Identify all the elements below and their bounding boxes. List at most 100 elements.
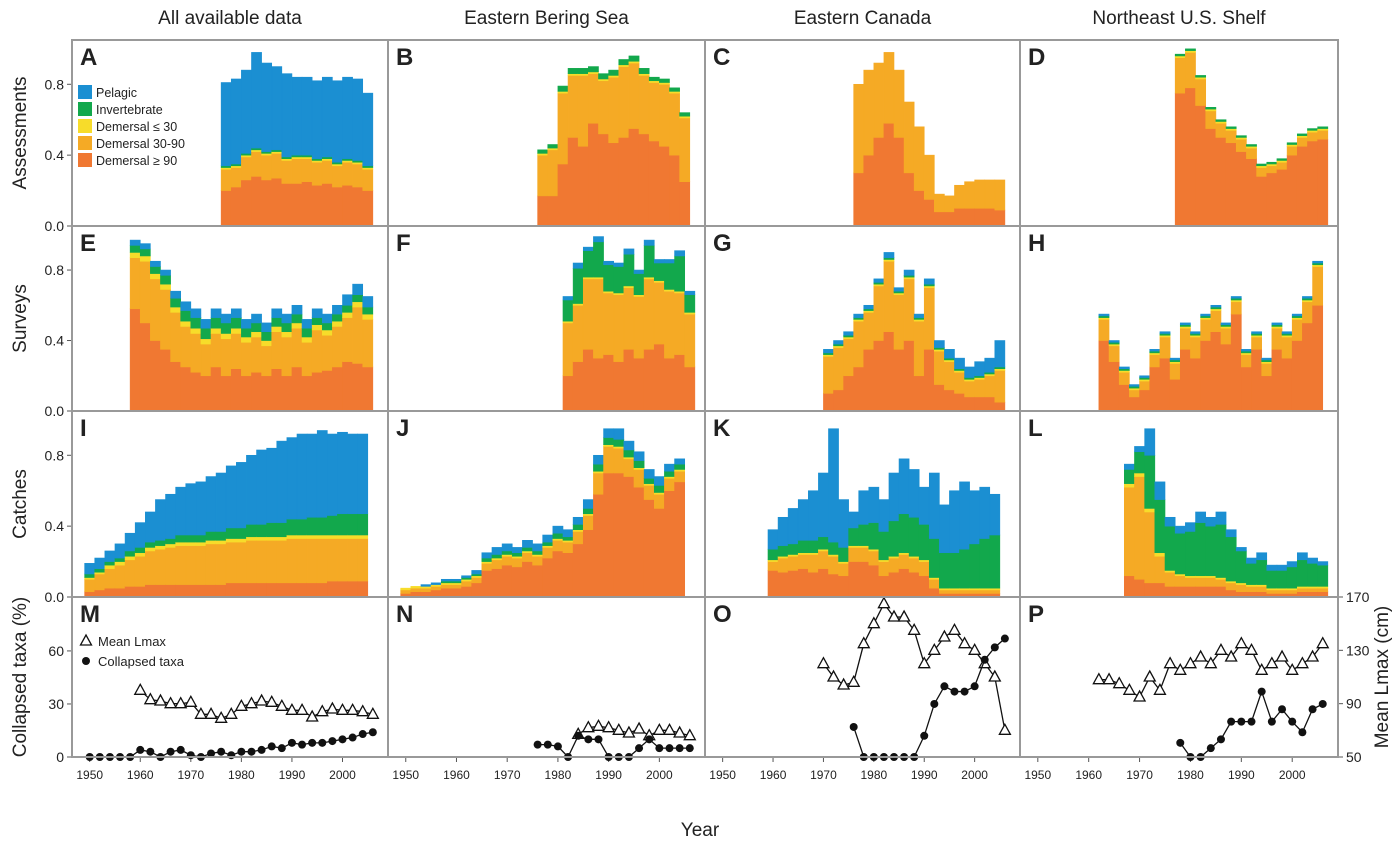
bar-segment <box>357 513 369 536</box>
panel-label: E <box>80 230 96 257</box>
bar-segment <box>430 589 442 598</box>
bar-segment <box>175 541 187 546</box>
bar-segment <box>833 389 844 412</box>
marker <box>1173 662 1187 675</box>
bar-segment <box>1185 531 1196 577</box>
bar-segment <box>180 326 192 368</box>
bar-segment <box>984 357 996 373</box>
legend-label: Invertebrate <box>96 103 163 117</box>
bar-segment <box>918 524 930 561</box>
bar-segment <box>1296 552 1308 561</box>
bar-segment <box>949 589 960 594</box>
bar-segment <box>337 431 348 515</box>
bar-segment <box>362 190 374 227</box>
bar-segment <box>306 538 318 584</box>
bar-segment <box>959 589 970 594</box>
bar-segment <box>1139 375 1151 378</box>
bar-segment <box>286 534 298 539</box>
y-tick-label: 0.4 <box>45 147 65 163</box>
bar-segment <box>572 304 584 362</box>
panel-label: P <box>1028 601 1044 628</box>
bar-segment <box>547 195 559 227</box>
bar-segment <box>1246 586 1257 592</box>
marker <box>257 745 266 754</box>
bar-segment <box>562 322 574 377</box>
bar-segment <box>491 559 503 569</box>
bar-segment <box>593 278 604 359</box>
bar-segment <box>352 78 364 161</box>
y2-tick-label: 50 <box>1346 749 1362 765</box>
x-tick-label: 1950 <box>709 768 736 782</box>
bar-segment <box>332 366 343 412</box>
y-axis-label: Surveys <box>10 284 31 353</box>
column-title: Eastern Canada <box>794 8 932 29</box>
bar-segment <box>511 566 523 598</box>
marker <box>826 669 841 682</box>
bar-segment <box>588 122 599 227</box>
panel: D <box>1019 39 1339 227</box>
bar-segment <box>633 460 645 468</box>
bar-segment <box>893 294 905 350</box>
bar-segment <box>582 515 594 530</box>
bar-segment <box>327 580 338 598</box>
bar-segment <box>648 82 660 142</box>
bar-segment <box>129 252 141 259</box>
panel-label: G <box>713 230 732 257</box>
bar-segment <box>1195 78 1207 106</box>
bar-segment <box>1286 589 1298 594</box>
bar-segment <box>1246 563 1257 585</box>
bar-segment <box>562 375 574 412</box>
bar-segment <box>828 428 839 543</box>
bar-segment <box>1317 564 1329 587</box>
bar-segment <box>342 161 353 186</box>
bar-segment <box>491 547 503 555</box>
bar-segment <box>200 375 212 412</box>
y-tick-label: 0.4 <box>45 333 65 349</box>
bar-segment <box>491 554 503 559</box>
marker <box>574 731 583 740</box>
bar-segment <box>883 52 895 124</box>
bar-segment <box>808 490 819 541</box>
bar-segment <box>357 580 369 598</box>
marker <box>285 702 299 715</box>
bar-segment <box>471 570 483 575</box>
marker <box>1295 656 1309 669</box>
marker <box>1316 636 1330 649</box>
bar-segment <box>522 552 533 562</box>
marker <box>217 747 226 756</box>
bar-segment <box>898 554 910 569</box>
bar-segment <box>195 545 207 585</box>
bar-segment <box>797 499 809 541</box>
bar-segment <box>134 522 146 548</box>
bar-segment <box>542 547 554 559</box>
bar-segment <box>934 350 945 385</box>
bar-segment <box>1230 301 1242 315</box>
bar-segment <box>878 499 890 532</box>
bar-segment <box>1286 145 1298 156</box>
bar-segment <box>893 349 905 412</box>
panel-label: L <box>1028 415 1043 442</box>
bar-segment <box>918 561 930 577</box>
x-tick-label: 2000 <box>961 768 988 782</box>
bar-segment <box>1195 577 1207 587</box>
bar-segment <box>1276 158 1288 161</box>
bar-segment <box>1225 126 1237 129</box>
bar-segment <box>1266 161 1278 165</box>
marker <box>887 609 901 622</box>
bar-segment <box>648 76 660 82</box>
marker <box>305 709 319 722</box>
bar-segment <box>332 320 343 327</box>
bar-segment <box>347 534 358 539</box>
bar-segment <box>241 375 252 412</box>
bar-segment <box>613 428 625 440</box>
bar-segment <box>1205 516 1217 527</box>
panel-label: D <box>1028 44 1045 71</box>
bar-segment <box>959 481 970 550</box>
bar-segment <box>1139 389 1151 412</box>
bar-segment <box>994 401 1006 412</box>
bar-segment <box>608 76 620 144</box>
bar-segment <box>451 587 462 598</box>
marker <box>247 747 256 756</box>
y2-tick-label: 90 <box>1346 696 1362 712</box>
bar-segment <box>430 582 442 585</box>
